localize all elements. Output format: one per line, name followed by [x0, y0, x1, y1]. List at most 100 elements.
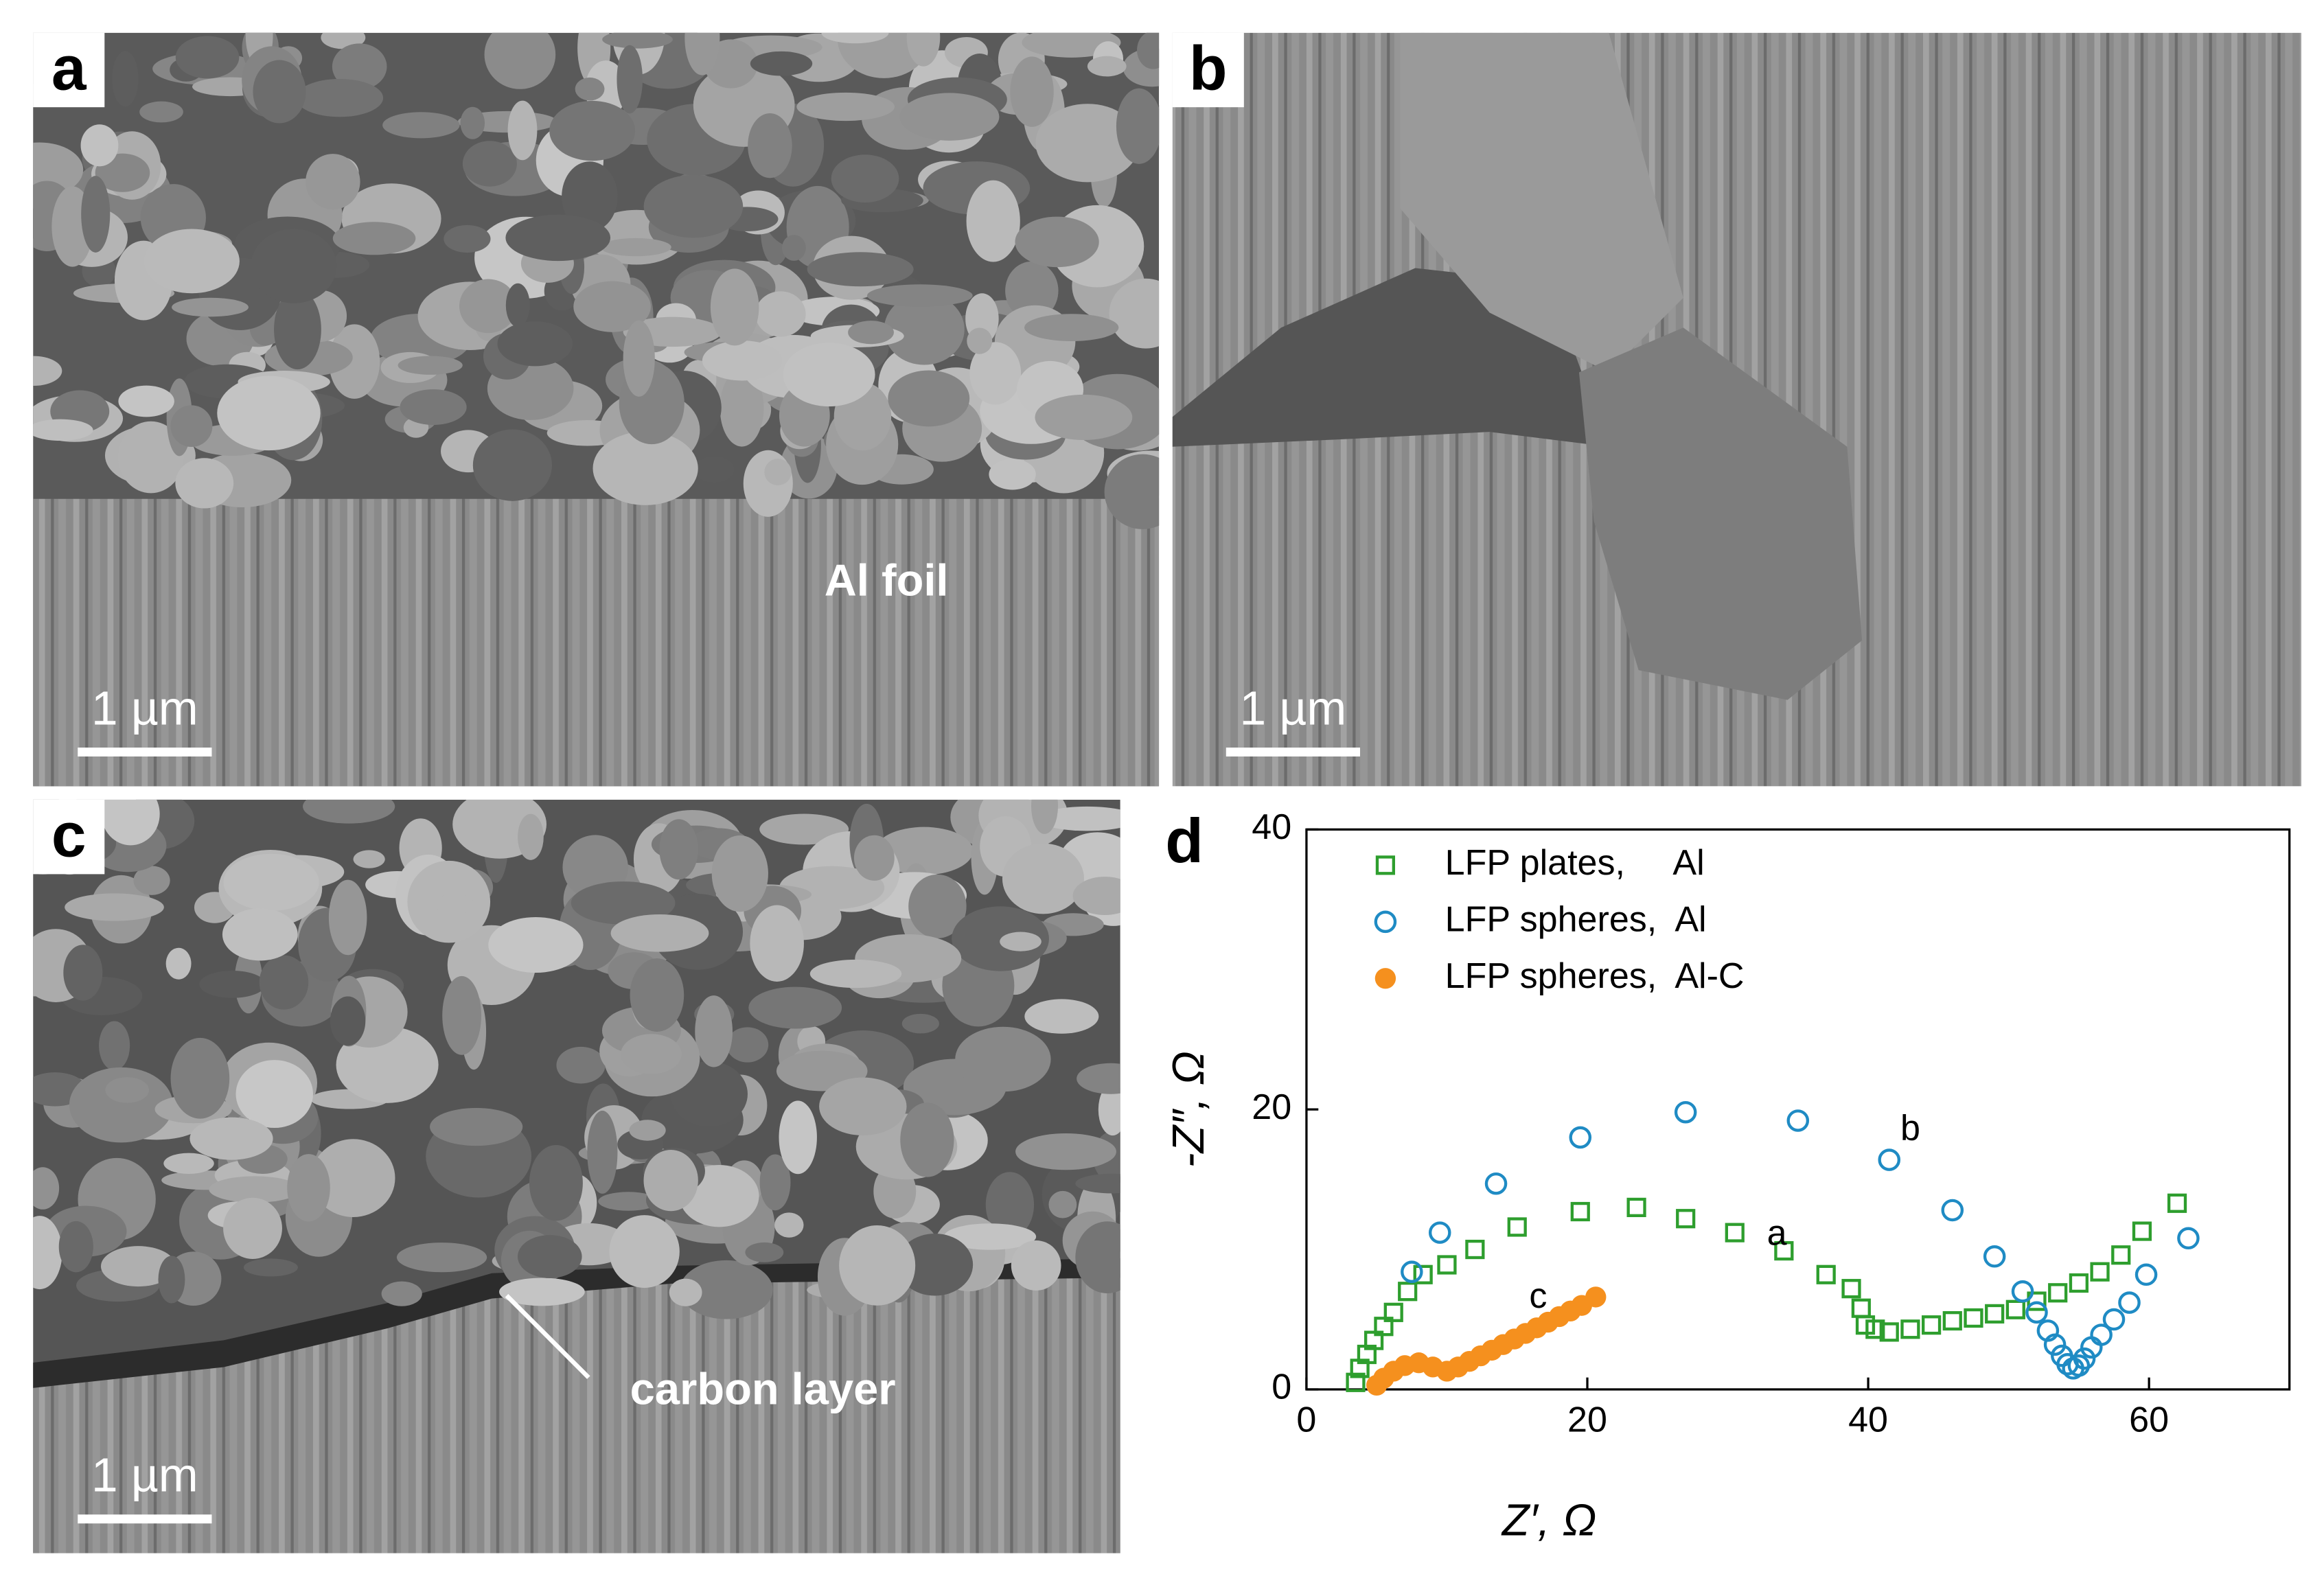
texture	[1035, 104, 1140, 183]
texture	[353, 850, 385, 868]
texture	[396, 1243, 487, 1273]
texture	[259, 955, 309, 1010]
marker-square	[1507, 1217, 1527, 1237]
texture	[623, 320, 655, 397]
texture	[112, 51, 139, 107]
texture	[969, 342, 1022, 405]
texture	[223, 1197, 282, 1259]
texture	[839, 1225, 916, 1306]
texture	[442, 975, 481, 1055]
sem-image	[33, 799, 1120, 1553]
marker-square	[1841, 1279, 1861, 1299]
texture	[755, 291, 806, 337]
marker-square	[1964, 1308, 1983, 1328]
texture	[382, 112, 460, 139]
texture	[444, 224, 491, 253]
marker-square	[1465, 1239, 1485, 1260]
texture	[1048, 1190, 1077, 1218]
texture	[955, 1026, 1051, 1092]
texture	[720, 369, 764, 447]
texture	[1024, 314, 1119, 342]
marker-circle	[2102, 1308, 2126, 1331]
texture	[332, 222, 416, 255]
texture	[900, 1102, 954, 1177]
texture	[100, 1246, 176, 1287]
texture	[610, 914, 709, 952]
texture	[897, 1234, 974, 1296]
marker-square	[1346, 1372, 1366, 1392]
texture	[118, 421, 184, 494]
marker-square	[2111, 1245, 2131, 1265]
texture	[764, 459, 792, 486]
texture	[750, 51, 813, 76]
marker-square	[2027, 1291, 2047, 1311]
texture	[460, 106, 485, 139]
texture	[65, 893, 164, 921]
marker-circle	[2073, 1347, 2096, 1370]
texture	[621, 1034, 682, 1074]
texture	[745, 1242, 784, 1262]
texture	[172, 297, 249, 317]
texture	[781, 235, 806, 261]
texture	[779, 1100, 817, 1175]
texture	[899, 93, 1000, 141]
texture	[774, 1212, 804, 1238]
texture	[643, 1149, 698, 1212]
texture	[592, 431, 698, 505]
marker-square	[1865, 1319, 1885, 1339]
annotation: carbon layer	[630, 1364, 896, 1414]
texture	[1109, 278, 1160, 349]
texture	[398, 356, 463, 375]
texture	[58, 1221, 93, 1273]
texture	[943, 1223, 1037, 1250]
texture	[274, 289, 321, 370]
texture	[1011, 1240, 1061, 1291]
marker-square	[1985, 1304, 2005, 1324]
texture	[617, 45, 643, 114]
marker-square	[1942, 1310, 1962, 1331]
marker-circle	[1484, 1172, 1508, 1195]
texture	[1075, 1173, 1120, 1194]
texture	[158, 1256, 185, 1304]
marker-square	[2069, 1273, 2089, 1293]
texture	[901, 1013, 939, 1034]
texture	[759, 1154, 791, 1211]
marker-square	[1364, 1330, 1384, 1350]
texture	[518, 1235, 582, 1278]
texture	[952, 906, 1049, 971]
texture	[711, 835, 768, 912]
marker-square	[1816, 1264, 1836, 1284]
panel-label: b	[1189, 34, 1228, 103]
texture	[311, 1139, 395, 1217]
texture	[33, 1167, 60, 1210]
marker-square	[1851, 1298, 1871, 1318]
sem-image	[1172, 32, 2302, 787]
marker-square	[1922, 1315, 1942, 1335]
texture	[888, 370, 970, 427]
texture	[105, 1077, 149, 1103]
texture	[1104, 454, 1160, 529]
texture	[695, 995, 733, 1067]
y-axis-label: -Z″, Ω	[1163, 1051, 1213, 1168]
texture	[99, 1021, 130, 1071]
texture	[223, 853, 319, 911]
marker-circle	[1401, 1260, 1423, 1283]
marker-square	[1413, 1264, 1433, 1284]
texture	[462, 141, 517, 187]
marker-circle	[2043, 1333, 2067, 1356]
texture	[831, 154, 899, 203]
marker-circle	[1428, 1221, 1451, 1244]
texture	[170, 405, 213, 448]
texture	[598, 1192, 659, 1211]
marker-circle	[1569, 1126, 1592, 1149]
texture	[750, 905, 804, 982]
marker-circle	[2135, 1263, 2158, 1286]
texture	[1098, 1083, 1120, 1136]
texture	[118, 385, 174, 417]
texture	[571, 881, 676, 925]
pointer-line	[505, 1294, 590, 1379]
texture	[33, 1216, 62, 1290]
texture	[1116, 88, 1160, 164]
texture	[217, 375, 321, 451]
texture	[1005, 261, 1059, 321]
